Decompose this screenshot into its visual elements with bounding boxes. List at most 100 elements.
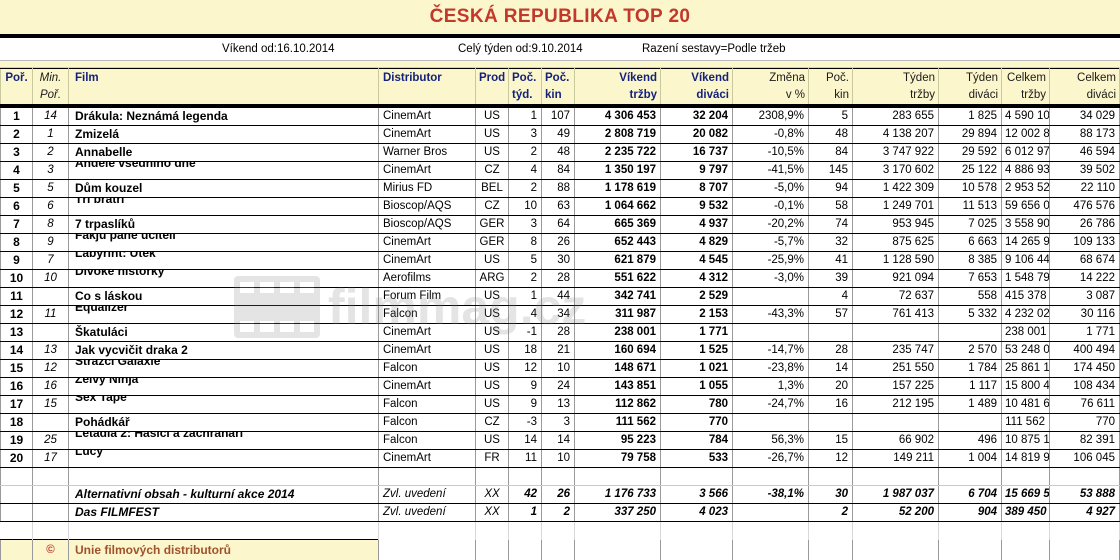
cell-distributor: Falcon [379,360,476,378]
cell-rank: 5 [1,180,33,198]
cell-week-gross: 3 170 602 [853,162,939,180]
cell-weekend-gross: 652 443 [575,234,661,252]
cell-week-admissions: 1 825 [939,106,1002,126]
spacer-cell [33,522,69,540]
spacer-cell [379,522,476,540]
cell-change-percent: -5,7% [733,234,809,252]
cell-cinemas: 88 [542,180,575,198]
cell-rank: 10 [1,270,33,288]
cell-cinemas: 2 [542,504,575,522]
cell-film-title: Pohádkář [69,414,379,432]
col-vproc-sub: v % [733,87,809,106]
cell-cinemas: 84 [542,162,575,180]
blank-cell [1002,468,1050,486]
cell-rank: 16 [1,378,33,396]
spacer-cell [542,522,575,540]
col-poradi: Poř. [1,69,33,88]
blank-cell [33,468,69,486]
cell-production-country: BEL [476,180,509,198]
cell-production-country: CZ [476,198,509,216]
cell-previous-rank: 3 [33,162,69,180]
cell-weekend-admissions: 9 797 [661,162,733,180]
col-poradi-sub [1,87,33,106]
cell-week-gross: 761 413 [853,306,939,324]
cell-rank: 3 [1,144,33,162]
blank-cell [1,468,33,486]
cell-previous-rank: 15 [33,396,69,414]
cell-weekend-admissions: 4 312 [661,270,733,288]
cell-weekend-gross: 95 223 [575,432,661,450]
cell-week-gross: 921 094 [853,270,939,288]
cell-weekend-admissions: 4 023 [661,504,733,522]
cell-weekend-gross: 551 622 [575,270,661,288]
cell-weekend-cinemas: 14 [809,360,853,378]
cell-previous-rank [33,504,69,522]
col-poc-kin2: Poč. [809,69,853,88]
week-date-label: Celý týden od:9.10.2014 [458,43,583,55]
cell-week-admissions: 1 489 [939,396,1002,414]
cell-weekend-cinemas: 5 [809,106,853,126]
cell-total-admissions: 26 786 [1050,216,1120,234]
cell-distributor: Mirius FD [379,180,476,198]
footer-blank-cell [1002,540,1050,560]
spacer-cell [509,522,542,540]
cell-total-gross: 14 819 905 [1002,450,1050,468]
footer-blank-cell [939,540,1002,560]
cell-change-percent: -23,8% [733,360,809,378]
cell-rank: 11 [1,288,33,306]
cell-previous-rank [33,486,69,504]
cell-total-gross: 15 669 511 [1002,486,1050,504]
cell-week-gross: 157 225 [853,378,939,396]
cell-previous-rank: 16 [33,378,69,396]
cell-week-gross: 1 987 037 [853,486,939,504]
cell-film-title: Annabelle [69,144,379,162]
cell-weekend-cinemas: 15 [809,432,853,450]
cell-distributor: Aerofilms [379,270,476,288]
cell-change-percent: -24,7% [733,396,809,414]
spacer-cell [1,522,33,540]
cell-total-gross: 9 106 449 [1002,252,1050,270]
cell-distributor: Falcon [379,306,476,324]
cell-film-title: 7 trpaslíků [69,216,379,234]
cell-total-gross: 25 861 165 [1002,360,1050,378]
cell-rank: 6 [1,198,33,216]
spacer-cell [476,522,509,540]
cell-week-admissions: 558 [939,288,1002,306]
cell-total-admissions: 108 434 [1050,378,1120,396]
cell-week-gross: 1 128 590 [853,252,939,270]
footer-blank-cell [575,540,661,560]
cell-weekend-gross: 111 562 [575,414,661,432]
cell-rank: 18 [1,414,33,432]
cell-weeks: -1 [509,324,542,342]
cell-weekend-gross: 2 235 722 [575,144,661,162]
cell-total-gross: 3 558 904 [1002,216,1050,234]
col-min-poradi: Poř. [33,87,69,106]
cell-film-title: Labyrint: Útěk [69,252,379,270]
col-celkem-divaci: Celkem [1050,69,1120,88]
cell-weekend-cinemas: 74 [809,216,853,234]
cell-film-title: Letadla 2: Hasiči a záchranáři [69,432,379,450]
